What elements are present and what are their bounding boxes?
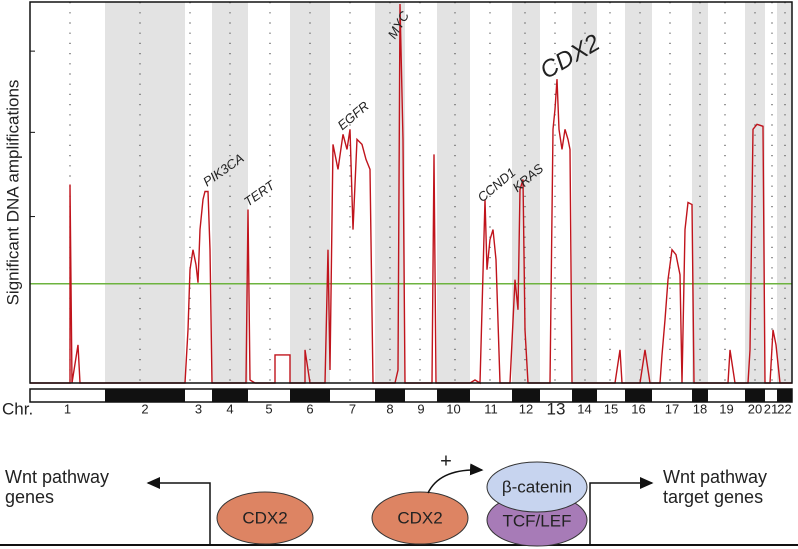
right-label: target genes — [663, 487, 763, 507]
chromosome-label: 6 — [306, 401, 313, 416]
partner-label: β-catenin — [502, 477, 572, 496]
chromosome-segment — [185, 389, 212, 402]
chromosome-segment — [652, 389, 692, 402]
chromosome-label: 9 — [417, 401, 424, 416]
partner-label: TCF/LEF — [503, 511, 572, 530]
chromosome-label: 16 — [631, 401, 645, 416]
chromosome-segment — [745, 389, 765, 402]
chromosome-segment — [212, 389, 248, 402]
chromosome-label: 5 — [265, 401, 272, 416]
left-label: Wnt pathway — [5, 467, 109, 487]
chromosome-segment — [540, 389, 572, 402]
y-axis-label: Significant DNA amplifications — [3, 80, 22, 306]
chromosome-segment — [625, 389, 652, 402]
chromosome-label: 2 — [141, 401, 148, 416]
chromosome-band — [572, 2, 597, 383]
chromosome-band — [105, 2, 185, 383]
gene-label: EGFR — [334, 98, 371, 133]
chromosome-label: 17 — [665, 401, 679, 416]
activation-arrow — [427, 463, 484, 494]
chromosome-label: 7 — [349, 401, 356, 416]
chromosome-segment — [692, 389, 708, 402]
plot-frame — [29, 1, 793, 384]
chromosome-segment — [470, 389, 512, 402]
chromosome-band — [692, 2, 708, 383]
chromosome-segment — [290, 389, 330, 402]
factor-label: CDX2 — [242, 508, 287, 527]
chromosome-label: 22 — [777, 401, 791, 416]
chromosome-label: 21 — [764, 401, 778, 416]
chromosome-label: 18 — [693, 401, 707, 416]
chromosome-segment — [765, 389, 777, 402]
chromosome-label: 15 — [604, 401, 618, 416]
cdx2-oval — [371, 491, 469, 545]
factor-label: CDX2 — [397, 508, 442, 527]
right-label: Wnt pathway — [663, 467, 767, 487]
arrow-left — [146, 477, 211, 545]
chromosome-label: 19 — [719, 401, 733, 416]
chromosome-label: 1 — [64, 401, 71, 416]
chromosome-label: 8 — [386, 401, 393, 416]
chromosome-band — [437, 2, 470, 383]
chromosome-segment — [30, 389, 105, 402]
chromosome-label: 11 — [484, 401, 498, 416]
chromosome-band — [745, 2, 765, 383]
chromosome-label: 10 — [446, 401, 460, 416]
chromosome-label: 3 — [195, 401, 202, 416]
chromosome-label: 14 — [577, 401, 591, 416]
chromosome-segment — [572, 389, 597, 402]
chromosome-label: 20 — [748, 401, 762, 416]
chromosome-band — [212, 2, 248, 383]
chromosome-segment — [708, 389, 745, 402]
catenin-oval — [486, 461, 588, 513]
diagram: Wnt pathway genes Wnt pathway target gen… — [0, 450, 798, 547]
chromosome-segment — [512, 389, 540, 402]
chromosome-bar — [29, 388, 793, 403]
chromosome-segment — [105, 389, 185, 402]
chromosome-segment — [597, 389, 625, 402]
chromosome-label: 13 — [547, 399, 566, 418]
chromosome-band — [777, 2, 792, 383]
chromosome-segment — [777, 389, 792, 402]
arrow-right — [589, 477, 654, 545]
cdx2-oval — [216, 491, 314, 545]
chromosome-band — [625, 2, 652, 383]
chromosome-segment — [330, 389, 375, 402]
chromosome-band — [290, 2, 330, 383]
plus: + — [440, 450, 452, 472]
chromosome-band — [512, 2, 540, 383]
left-label: genes — [5, 487, 54, 507]
chromosome-segment — [375, 389, 405, 402]
chromosome-band — [375, 2, 405, 383]
chromosome-segment — [248, 389, 290, 402]
chromosome-label: 4 — [226, 401, 233, 416]
chromosome-label: 12 — [519, 401, 533, 416]
chromosome-segment — [405, 389, 437, 402]
x-axis-label: Chr. — [2, 399, 33, 418]
chromosome-segment — [437, 389, 470, 402]
